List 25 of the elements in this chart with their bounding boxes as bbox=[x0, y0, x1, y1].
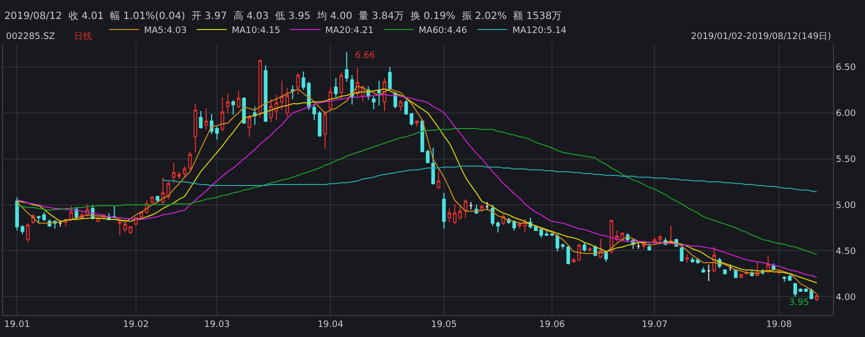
x-tick-label: 19.01 bbox=[4, 320, 30, 330]
x-tick-label: 19.03 bbox=[204, 320, 230, 330]
legend-label: MA120:5.14 bbox=[512, 26, 567, 36]
legend-label: MA10:4.15 bbox=[232, 26, 280, 36]
y-tick-label: 4.00 bbox=[836, 292, 856, 303]
x-tick-label: 19.02 bbox=[123, 320, 149, 330]
text: 002285.SZ bbox=[6, 32, 56, 42]
legend-label: MA20:4.21 bbox=[325, 26, 374, 36]
x-tick-label: 19.04 bbox=[318, 320, 344, 330]
y-tick-label: 5.00 bbox=[836, 200, 856, 211]
x-tick-label: 19.07 bbox=[642, 320, 668, 330]
x-tick-label: 19.06 bbox=[539, 320, 566, 330]
annotation: 6.66 bbox=[355, 51, 376, 61]
x-tick-label: 19.08 bbox=[766, 320, 792, 330]
text: 2019/01/02-2019/08/12(149日) bbox=[691, 32, 832, 42]
chart-title: 2019/08/12 收 4.01 幅 1.01%(0.04) 开 3.97 高 4.03 低 3.95 均 4.00 量 3.84万 换 0.19% 振 2.02% 额 1538万 bbox=[4, 10, 562, 22]
text: 日线 bbox=[74, 31, 92, 42]
legend-label: MA5:4.03 bbox=[144, 26, 187, 36]
y-tick-label: 4.50 bbox=[836, 246, 856, 257]
x-tick-label: 19.05 bbox=[431, 320, 457, 330]
y-tick-label: 6.50 bbox=[836, 63, 856, 74]
y-tick-label: 6.00 bbox=[836, 109, 856, 120]
y-tick-label: 5.50 bbox=[836, 154, 856, 165]
annotation: 3.95 bbox=[789, 298, 810, 308]
legend-label: MA60:4.46 bbox=[418, 26, 468, 36]
